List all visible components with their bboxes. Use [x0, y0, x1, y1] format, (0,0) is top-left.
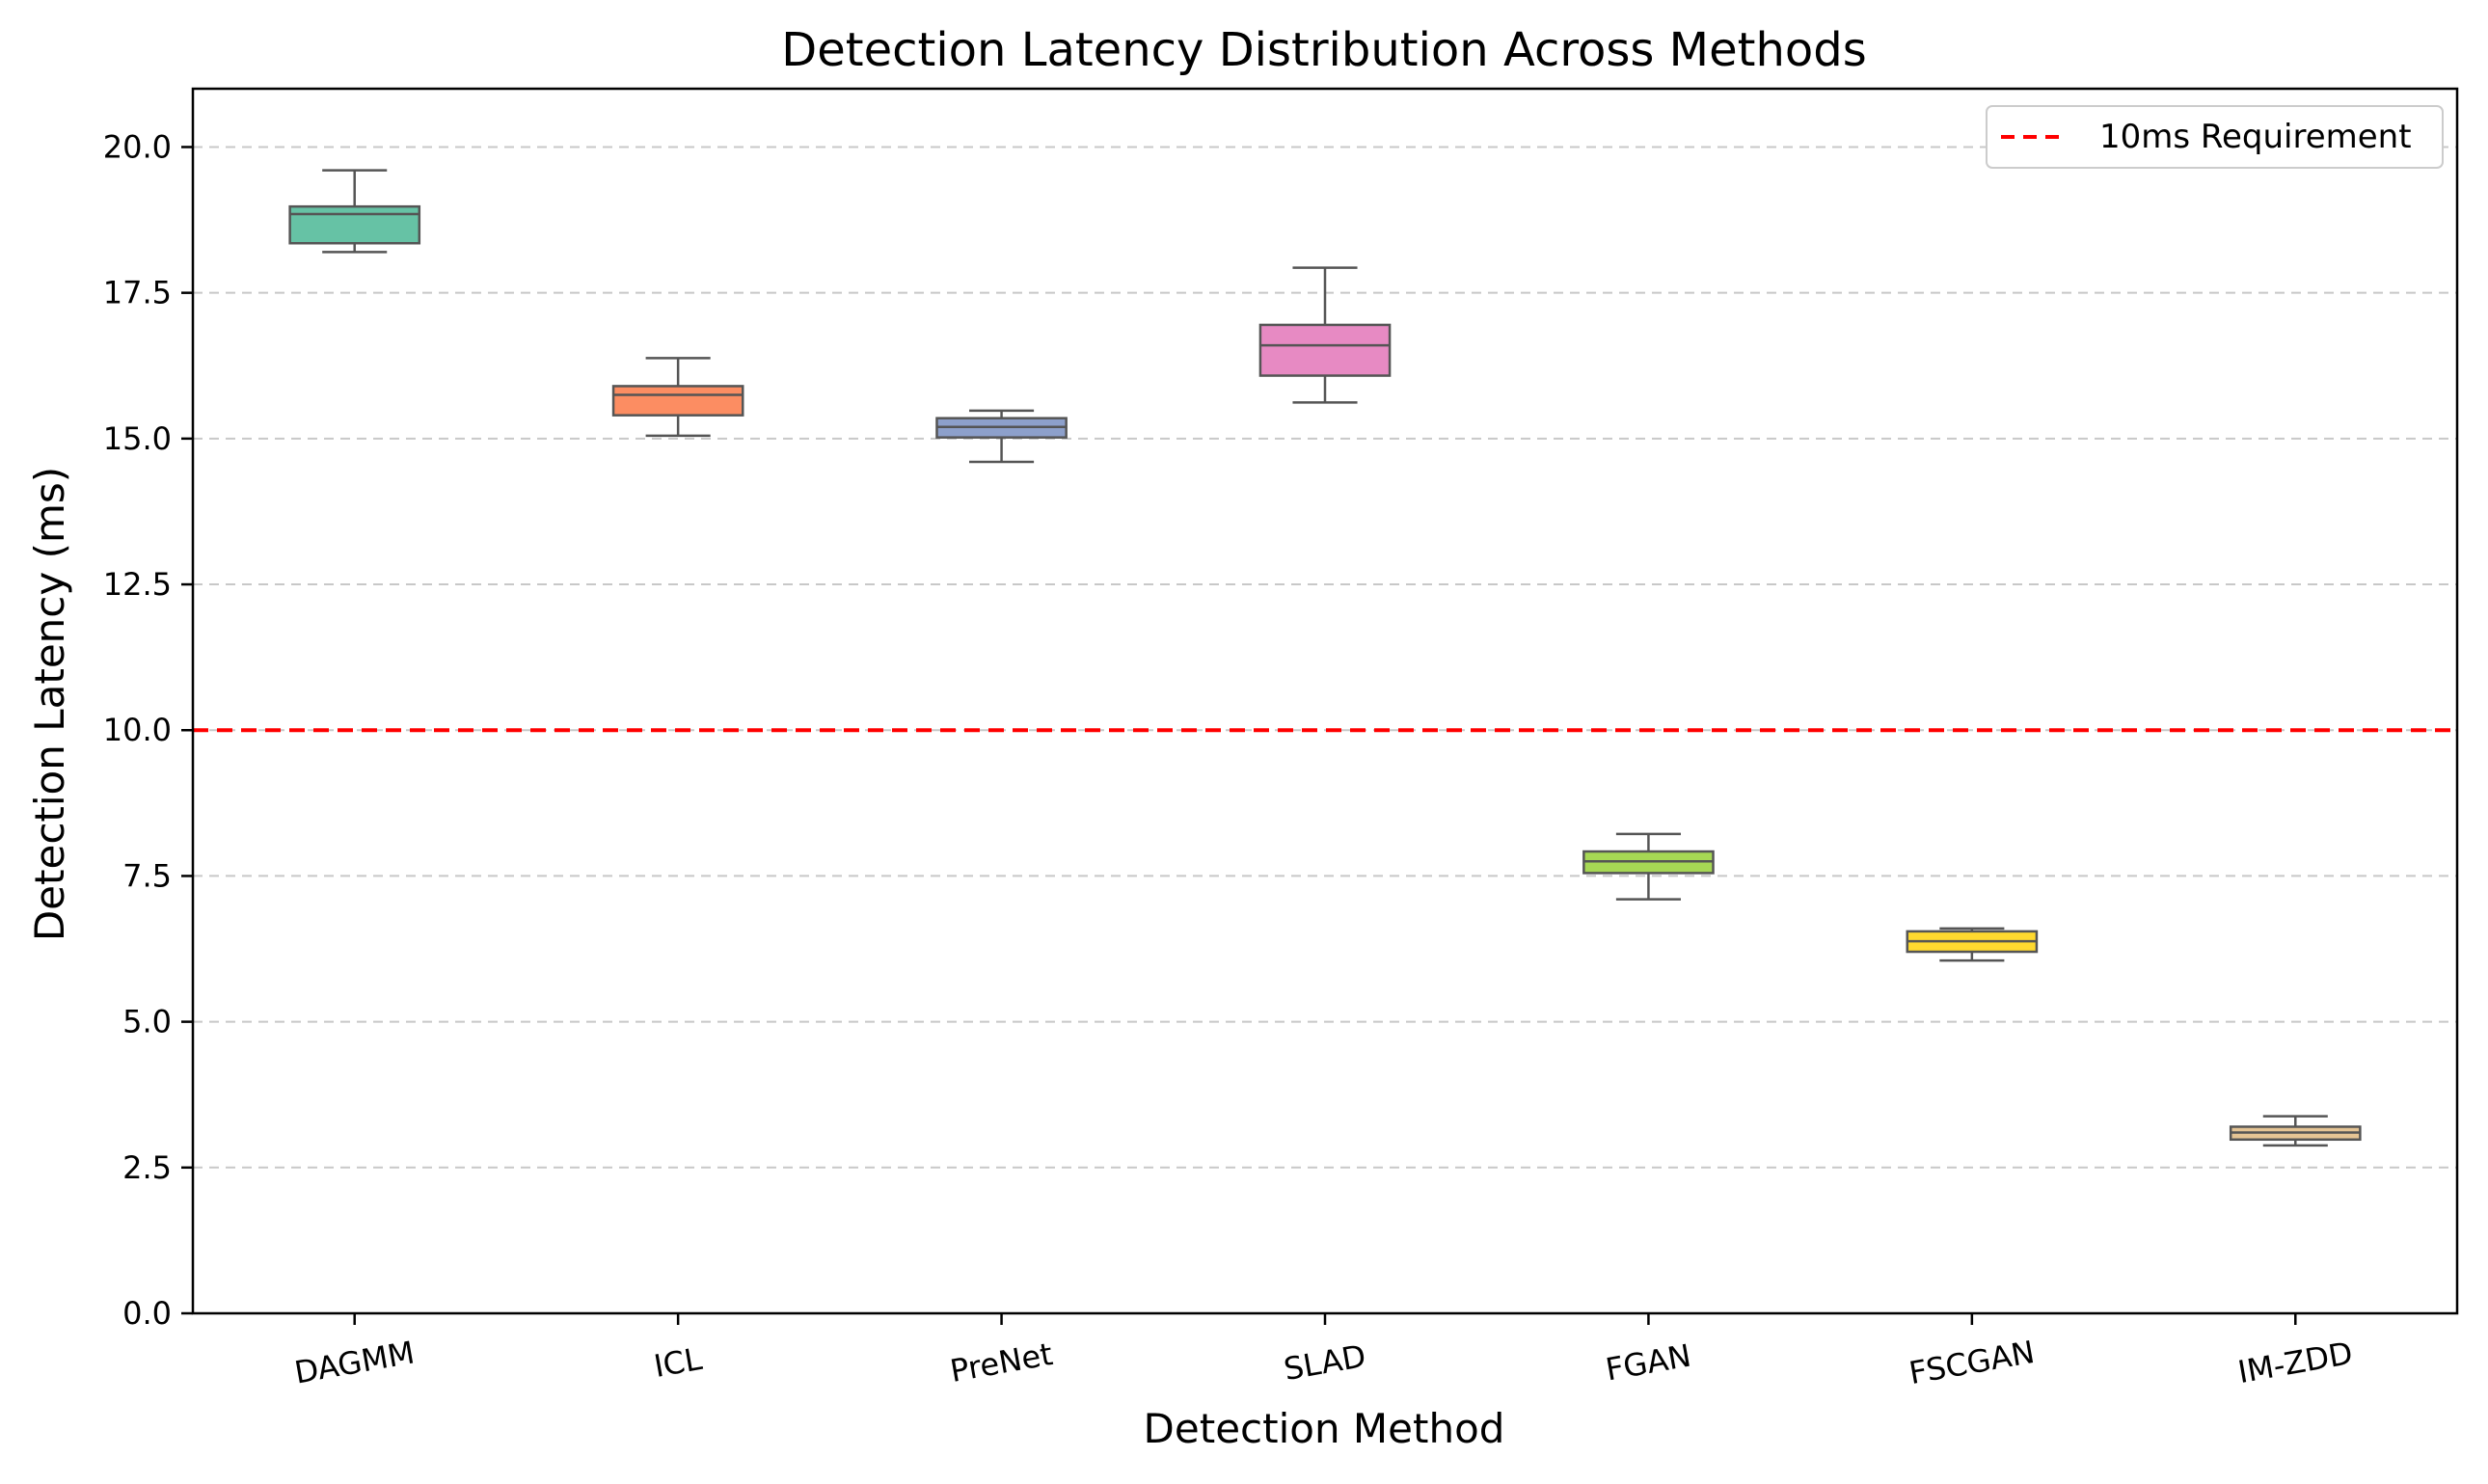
box-im-zdd — [2229, 1115, 2362, 1147]
y-tick-label: 10.0 — [103, 712, 172, 748]
box-dagmm — [288, 169, 421, 254]
box-prenet — [935, 409, 1068, 464]
box-iqr — [288, 204, 421, 245]
y-tick-label: 12.5 — [103, 566, 172, 603]
y-tick-label: 2.5 — [122, 1149, 172, 1186]
y-axis-label: Detection Latency (ms) — [26, 467, 73, 941]
plot-frame — [191, 87, 2459, 1315]
x-tick-label: ICL — [651, 1340, 705, 1385]
y-tick-label: 7.5 — [122, 857, 172, 894]
chart-title: Detection Latency Distribution Across Me… — [781, 23, 1866, 77]
box-fscgan — [1906, 927, 2039, 962]
y-tick-label: 15.0 — [103, 420, 172, 457]
box-iqr — [611, 385, 744, 417]
box-fgan — [1582, 832, 1715, 901]
box-iqr — [1258, 323, 1392, 377]
y-tick-label: 17.5 — [103, 275, 172, 311]
legend: 10ms Requirement — [1986, 105, 2444, 169]
y-tick-label: 5.0 — [122, 1004, 172, 1040]
x-axis-label: Detection Method — [1144, 1405, 1505, 1452]
boxes-group — [288, 169, 2362, 1147]
legend-label: 10ms Requirement — [2099, 118, 2412, 156]
grid-lines — [193, 146, 2457, 1169]
y-tick-label: 0.0 — [122, 1295, 172, 1332]
legend-frame — [1986, 105, 2444, 169]
box-icl — [611, 357, 744, 438]
y-tick-label: 20.0 — [103, 128, 172, 165]
box-slad — [1258, 266, 1392, 404]
